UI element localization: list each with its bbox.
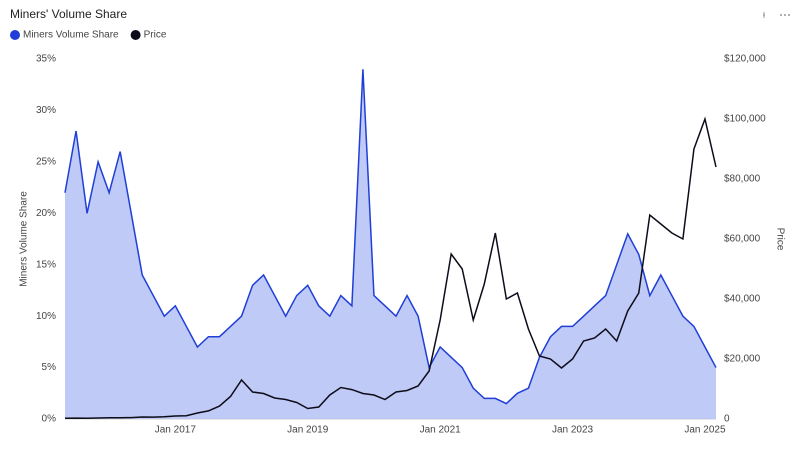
x-tick-label: Jan 2023: [552, 425, 594, 436]
y2ticks-label: $80,000: [724, 174, 761, 185]
line: [64, 116, 717, 420]
legend-label: Miners Volume Share: [23, 30, 119, 41]
yticks-label: 25%: [36, 156, 56, 167]
yticks-label: 20%: [36, 208, 56, 219]
legend-marker: [10, 30, 20, 40]
y2ticks-label: $60,000: [724, 234, 761, 245]
x-tick-label: Jan 2025: [684, 425, 726, 436]
y2ticks-label: $120,000: [724, 54, 766, 65]
chart-title: Miners' Volume Share: [10, 7, 127, 21]
y2ticks-label: $40,000: [724, 294, 761, 305]
y2ticks-label: 0: [724, 414, 730, 425]
legend-label: Price: [144, 30, 167, 41]
y2-axis-title: Price: [774, 228, 785, 251]
yticks-label: 15%: [36, 259, 56, 270]
legend-marker: [130, 30, 141, 40]
yticks-label: 5%: [42, 362, 57, 373]
x-tick-label: Jan 2021: [420, 425, 462, 436]
y-axis-title: Miners Volume Share: [19, 191, 30, 287]
more-icon[interactable]: [780, 14, 790, 16]
area: [65, 69, 716, 420]
yticks-label: 0%: [42, 414, 57, 425]
yticks-label: 35%: [36, 54, 56, 65]
x-tick-label: Jan 2019: [287, 425, 329, 436]
yticks-label: 10%: [36, 311, 56, 322]
x-tick-label: Jan 2017: [155, 425, 197, 436]
y2ticks-label: $100,000: [724, 114, 766, 125]
y2ticks-label: $20,000: [724, 354, 761, 365]
yticks-label: 30%: [36, 105, 56, 116]
line: [64, 69, 717, 405]
